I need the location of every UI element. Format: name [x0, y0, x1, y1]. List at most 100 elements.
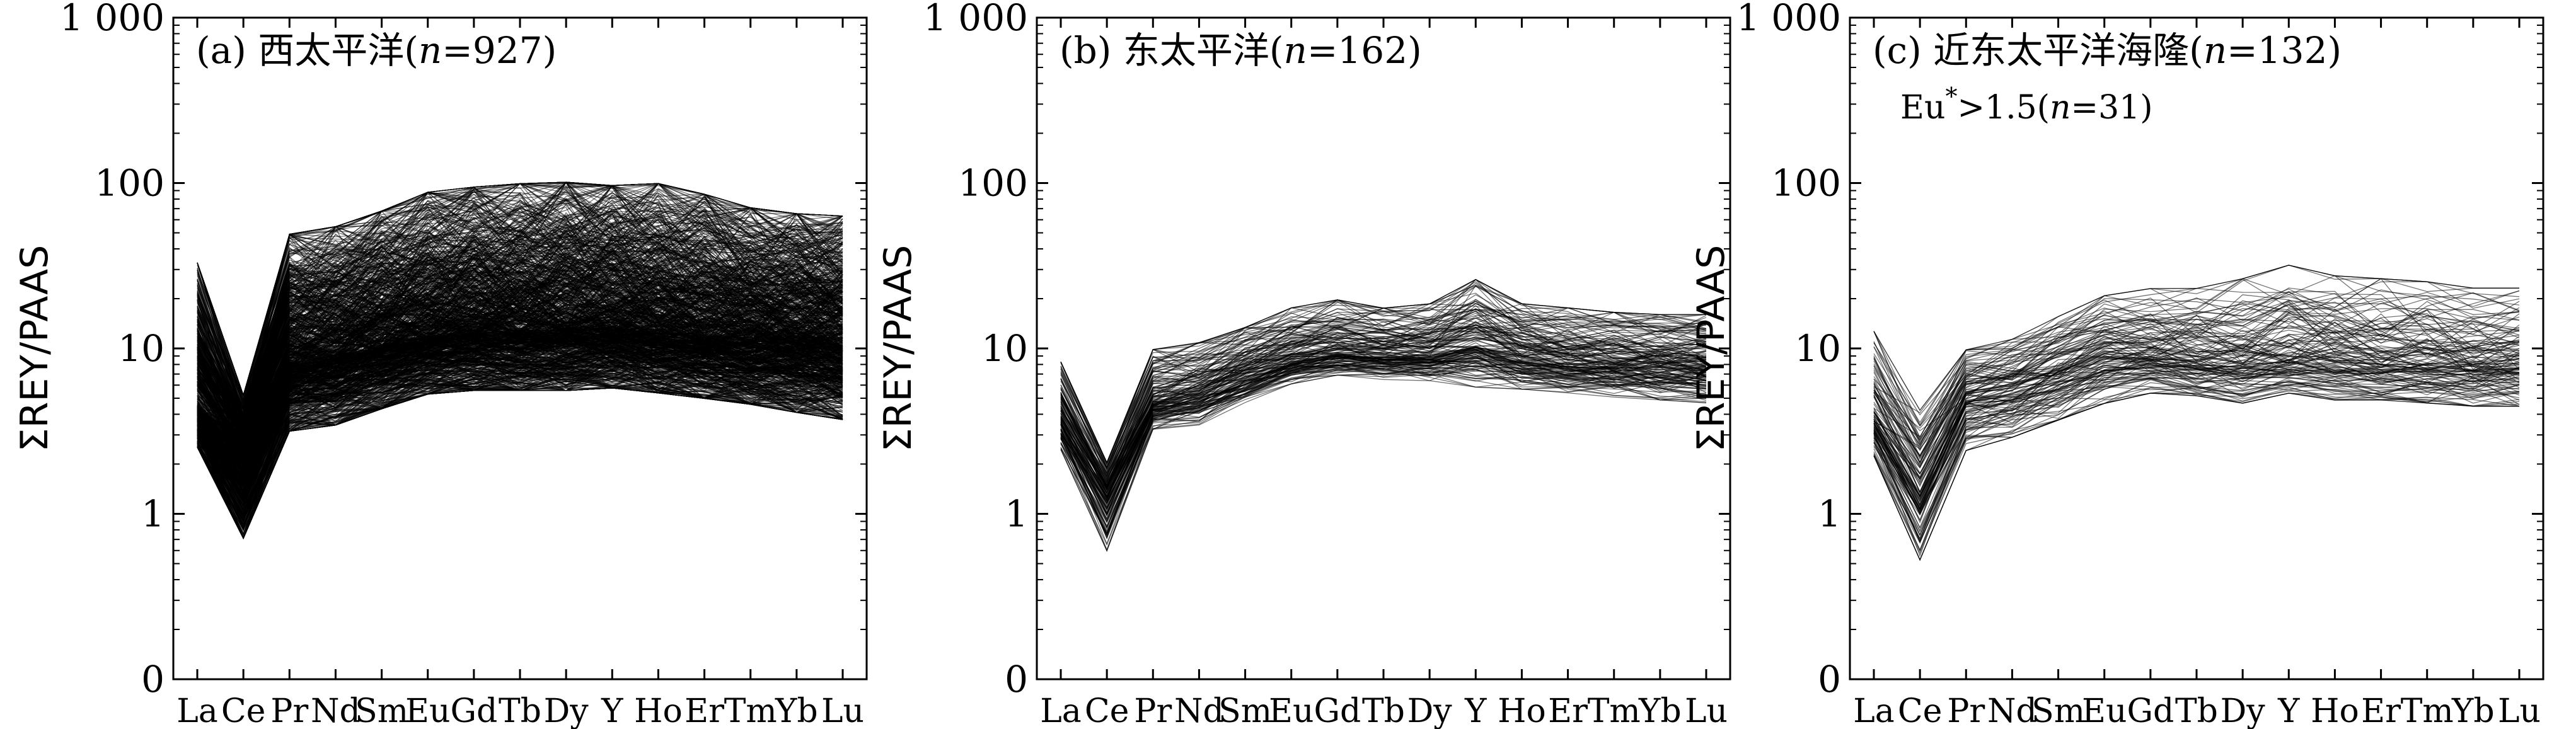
- y-tick-label: 0: [141, 658, 165, 701]
- series-line: [197, 181, 843, 401]
- series-line: [1060, 331, 1707, 489]
- series-line: [197, 355, 843, 518]
- series-line: [1873, 313, 2520, 484]
- x-tick-label: Eu: [2082, 692, 2127, 729]
- series-line: [197, 185, 843, 396]
- series-line: [197, 212, 843, 447]
- series-line: [1060, 346, 1707, 490]
- x-tick-label: Ce: [221, 692, 266, 729]
- panel-label: (a) 西太平洋(n=927): [196, 29, 557, 72]
- series-line: [1060, 328, 1707, 493]
- series-line: [197, 183, 843, 425]
- series-line: [1060, 309, 1707, 474]
- y-tick-label: 10: [1794, 327, 1841, 370]
- series-line: [197, 352, 843, 506]
- y-tick-label: 100: [1771, 162, 1841, 205]
- series-line: [197, 264, 843, 463]
- x-tick-label: Yb: [775, 692, 818, 729]
- y-tick-label: 100: [95, 162, 165, 205]
- x-tick-label: Gd: [2127, 692, 2174, 729]
- series-line: [197, 183, 843, 411]
- x-tick-label: Er: [684, 692, 724, 729]
- x-tick-label: Ce: [1085, 692, 1129, 729]
- y-tick-label: 1: [1818, 493, 1841, 536]
- series-line: [197, 239, 843, 432]
- x-tick-label: La: [176, 692, 218, 729]
- series-line: [1873, 365, 2520, 537]
- series-line: [197, 335, 843, 491]
- y-axis-label: ΣREY/PAAS: [1689, 245, 1733, 452]
- series-line: [1060, 321, 1707, 502]
- x-tick-label: Y: [601, 692, 623, 729]
- series-line: [1873, 307, 2520, 437]
- series-line: [1060, 374, 1707, 552]
- series-line: [197, 284, 843, 456]
- x-tick-label: Lu: [2498, 692, 2541, 729]
- y-axis-label: ΣREY/PAAS: [13, 245, 57, 452]
- x-tick-label: Lu: [1685, 692, 1728, 729]
- series-line: [1873, 393, 2520, 552]
- x-tick-label: Eu: [1269, 692, 1314, 729]
- series-line: [197, 353, 843, 521]
- series-line: [197, 285, 843, 466]
- series-line: [197, 213, 843, 434]
- series-line: [197, 289, 843, 465]
- x-tick-label: Gd: [1314, 692, 1361, 729]
- series-line: [1873, 275, 2520, 416]
- x-tick-label: Tb: [1362, 692, 1405, 729]
- series-line: [197, 234, 843, 430]
- series-line: [1060, 363, 1707, 535]
- series-line: [1060, 281, 1707, 469]
- series-line: [1060, 301, 1707, 473]
- series-line: [197, 268, 843, 424]
- series-line: [1060, 278, 1707, 464]
- series-line: [197, 370, 843, 519]
- series-line: [1060, 321, 1707, 490]
- series-line: [1873, 367, 2520, 510]
- series-line: [1873, 359, 2520, 507]
- series-line: [1873, 314, 2520, 468]
- series-line: [1873, 278, 2520, 445]
- x-tick-label: Tm: [2401, 692, 2454, 729]
- series-line: [1873, 290, 2520, 438]
- x-tick-label: Sm: [2031, 692, 2085, 729]
- series-line: [197, 324, 843, 481]
- series-line: [197, 294, 843, 449]
- y-tick-label: 0: [1818, 658, 1841, 701]
- series-line: [197, 193, 843, 399]
- series-line: [1873, 372, 2520, 532]
- y-tick-label: 1 000: [923, 0, 1028, 39]
- series-line: [197, 213, 843, 442]
- series-line: [1873, 369, 2520, 513]
- series-line: [1060, 364, 1707, 529]
- y-tick-label: 0: [1005, 658, 1028, 701]
- series-line: [1060, 352, 1707, 495]
- series-line: [197, 234, 843, 424]
- series-line: [1873, 339, 2520, 522]
- series-line: [1873, 376, 2520, 541]
- x-tick-label: Dy: [544, 692, 589, 729]
- series-line: [197, 267, 843, 437]
- x-tick-label: Nd: [1174, 692, 1224, 729]
- series-line: [197, 332, 843, 524]
- series-line: [197, 331, 843, 473]
- x-tick-label: Nd: [311, 692, 361, 729]
- y-tick-label: 1 000: [1736, 0, 1841, 39]
- series-line: [197, 347, 843, 523]
- series-line: [1873, 309, 2520, 456]
- series-line: [197, 226, 843, 419]
- series-line: [197, 192, 843, 410]
- series-line: [1873, 352, 2520, 510]
- series-line: [197, 238, 843, 415]
- series-line: [1873, 294, 2520, 464]
- x-tick-label: Gd: [450, 692, 497, 729]
- series-line: [197, 272, 843, 439]
- series-line: [1060, 357, 1707, 524]
- x-tick-label: Y: [2277, 692, 2300, 729]
- series-line: [197, 301, 843, 483]
- x-tick-label: Yb: [1638, 692, 1682, 729]
- series-line: [197, 265, 843, 454]
- series-line: [197, 202, 843, 431]
- series-line: [197, 339, 843, 497]
